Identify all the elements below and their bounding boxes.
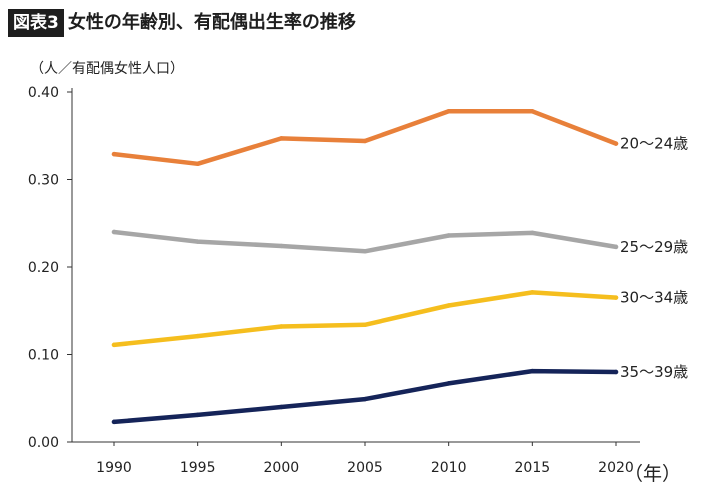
- series-3: 30〜34歳: [111, 289, 688, 348]
- data-point: [111, 419, 117, 425]
- data-point: [446, 381, 451, 386]
- data-point: [530, 230, 535, 236]
- data-point: [195, 412, 200, 418]
- data-point: [613, 244, 619, 250]
- x-tick-label: 1990: [96, 460, 132, 476]
- data-point: [530, 368, 535, 374]
- series-2: 25〜29歳: [111, 229, 688, 256]
- figure-title: 女性の年齢別、有配偶出生率の推移: [67, 12, 356, 33]
- data-point: [362, 249, 368, 254]
- data-point: [613, 369, 619, 375]
- series-layer: 20〜24歳 25〜29歳 30〜34歳 35〜39歳: [111, 109, 688, 425]
- x-tick-label: 2005: [347, 460, 383, 476]
- data-point: [111, 342, 117, 348]
- x-tick-label: 2000: [264, 460, 300, 476]
- series-end-label: 20〜24歳: [620, 135, 688, 153]
- data-point: [446, 303, 451, 308]
- series-end-label: 30〜34歳: [620, 289, 688, 307]
- series-4: 35〜39歳: [111, 363, 688, 425]
- x-axis-unit-label: （年）: [624, 463, 681, 485]
- y-tick-label: 0.10: [28, 348, 59, 364]
- data-point: [279, 404, 284, 410]
- data-point: [530, 109, 535, 114]
- y-tick-label: 0.40: [28, 85, 59, 101]
- data-point: [530, 290, 535, 295]
- data-point: [111, 151, 117, 157]
- y-axis-unit-label: （人／有配偶女性人口）: [30, 60, 184, 77]
- series-end-label: 35〜39歳: [620, 363, 688, 381]
- data-point: [279, 136, 284, 141]
- series-line: [111, 109, 619, 167]
- data-point: [362, 396, 368, 402]
- series-end-label: 25〜29歳: [620, 238, 688, 256]
- data-point: [111, 229, 117, 235]
- data-point: [613, 141, 619, 146]
- data-point: [446, 233, 451, 238]
- figure-badge: 図表3: [8, 9, 64, 37]
- data-point: [195, 239, 200, 244]
- x-tick-label: 2010: [431, 460, 467, 476]
- data-point: [195, 161, 200, 166]
- data-point: [279, 324, 284, 329]
- data-point: [613, 295, 619, 300]
- data-point: [362, 138, 368, 144]
- figure-header: 図表3 女性の年齢別、有配偶出生率の推移: [8, 8, 356, 38]
- x-tick-label: 2015: [515, 460, 551, 476]
- axes: 0.00 0.10 0.20 0.30 0.40 1990 1995 2000 2005 2010…: [28, 85, 640, 476]
- series-line: [111, 229, 619, 254]
- series-line: [111, 290, 619, 348]
- y-tick-label: 0.30: [28, 173, 59, 189]
- y-tick-label: 0.20: [28, 260, 59, 276]
- data-point: [362, 322, 368, 327]
- series-1: 20〜24歳: [111, 109, 688, 167]
- x-tick-label: 2020: [598, 460, 634, 476]
- y-tick-label: 0.00: [28, 435, 59, 451]
- series-line: [111, 368, 619, 425]
- data-point: [195, 333, 200, 339]
- data-point: [279, 243, 284, 249]
- data-point: [446, 109, 451, 114]
- x-tick-label: 1995: [180, 460, 216, 476]
